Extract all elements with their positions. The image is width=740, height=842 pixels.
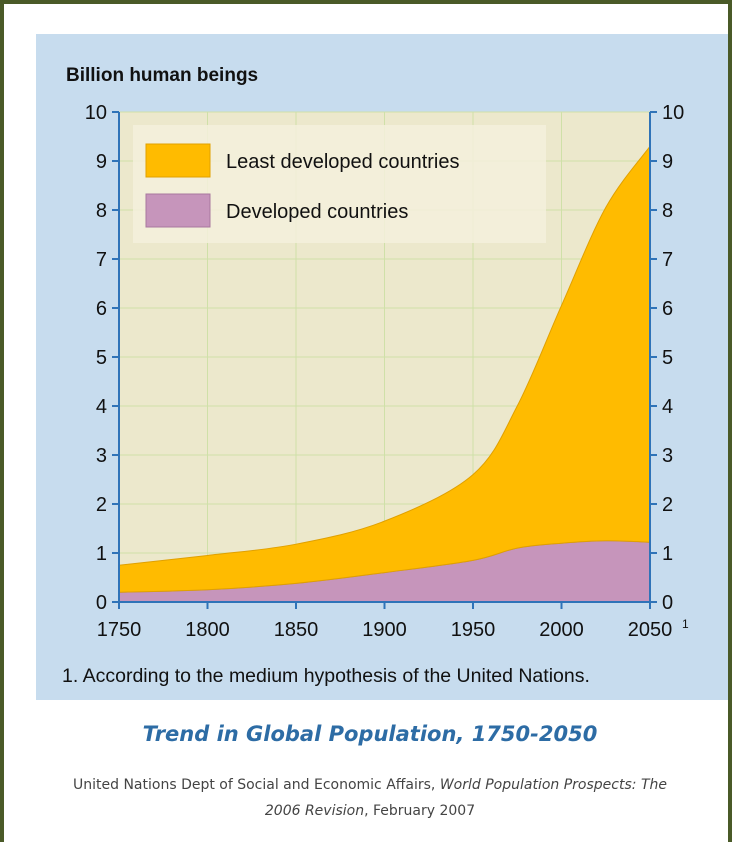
y-tick-label-right-3: 3: [662, 445, 673, 467]
x-tick-label-2050: 2050: [628, 619, 673, 641]
legend-label-1: Developed countries: [226, 201, 408, 223]
y-tick-label-left-7: 7: [96, 249, 107, 271]
y-tick-label-right-10: 10: [662, 102, 684, 124]
y-tick-label-right-9: 9: [662, 151, 673, 173]
y-tick-label-right-5: 5: [662, 347, 673, 369]
y-tick-label-left-9: 9: [96, 151, 107, 173]
x-tick-label-1750: 1750: [97, 619, 142, 641]
x-tick-label-2000: 2000: [539, 619, 584, 641]
legend-swatch-1: [145, 193, 211, 228]
y-tick-label-right-6: 6: [662, 298, 673, 320]
x-tick-label-1800: 1800: [185, 619, 230, 641]
y-tick-label-left-8: 8: [96, 200, 107, 222]
y-tick-label-left-2: 2: [96, 494, 107, 516]
y-tick-label-right-8: 8: [662, 200, 673, 222]
y-tick-label-left-6: 6: [96, 298, 107, 320]
y-tick-label-left-0: 0: [96, 592, 107, 614]
y-tick-label-right-4: 4: [662, 396, 673, 418]
y-tick-label-left-4: 4: [96, 396, 107, 418]
legend-swatch-0: [145, 143, 211, 178]
legend-label-0: Least developed countries: [226, 151, 460, 173]
source-title: World Population Prospects: The 2006 Rev…: [264, 777, 667, 819]
source-prefix: United Nations Dept of Social and Econom…: [73, 777, 440, 793]
y-tick-label-left-3: 3: [96, 445, 107, 467]
x-tick-label-1900: 1900: [362, 619, 407, 641]
y-tick-label-left-1: 1: [96, 543, 107, 565]
x-tick-footnote: 1: [682, 617, 689, 631]
stacked-areas: [118, 144, 651, 603]
figure-caption-source: United Nations Dept of Social and Econom…: [60, 772, 680, 824]
y-tick-label-right-2: 2: [662, 494, 673, 516]
figure-caption-title: Trend in Global Population, 1750-2050: [142, 722, 598, 746]
y-tick-label-right-7: 7: [662, 249, 673, 271]
y-tick-label-left-10: 10: [85, 102, 107, 124]
chart-title: Billion human beings: [66, 65, 258, 86]
area-least-developed-countries: [118, 144, 651, 593]
legend: Least developed countries Developed count…: [133, 125, 546, 243]
source-suffix: , February 2007: [364, 803, 476, 819]
y-tick-label-right-1: 1: [662, 543, 673, 565]
y-tick-label-right-0: 0: [662, 592, 673, 614]
chart-footnote: 1. According to the medium hypothesis of…: [62, 665, 590, 687]
population-chart: Billion human beings 0 01 12 23 34 45 56 67 78 89…: [62, 65, 689, 687]
x-tick-label-1850: 1850: [274, 619, 319, 641]
y-tick-label-left-5: 5: [96, 347, 107, 369]
axes: 0 0 1 1 2 2 3 3 4 4 5 5 6 6 7 7 8 8 9 9 10 10 1750 1800 1850 1900…: [85, 102, 685, 641]
x-tick-label-1950: 1950: [451, 619, 496, 641]
